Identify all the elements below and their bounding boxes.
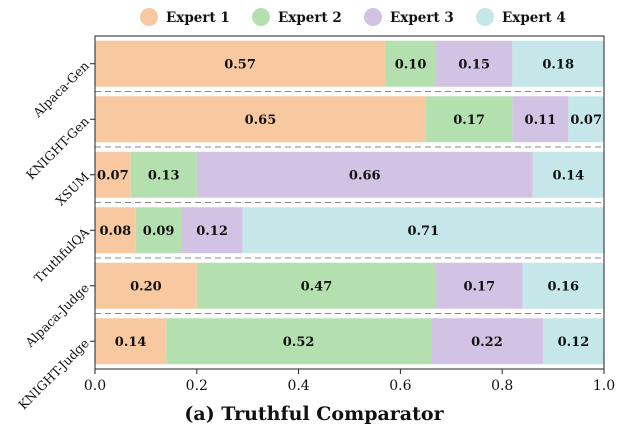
bar-value-label: 0.52	[283, 335, 315, 350]
legend-swatch	[140, 8, 158, 26]
bar-value-label: 0.11	[525, 113, 557, 128]
bar-value-label: 0.09	[143, 224, 175, 239]
bar-alpaca-judge-expert-3	[436, 262, 523, 309]
bar-truthfulqa-expert-4	[242, 207, 605, 254]
legend-swatch	[476, 8, 494, 26]
bar-knight-judge-expert-1	[95, 318, 167, 365]
bar-truthfulqa-expert-1	[95, 207, 136, 254]
bar-knight-gen-expert-4	[568, 96, 604, 143]
y-tick-label: KNIGHT-Judge	[15, 336, 92, 413]
legend: Expert 1 Expert 2 Expert 3 Expert 4	[140, 8, 566, 26]
legend-swatch	[364, 8, 382, 26]
bar-xsum-expert-1	[95, 151, 131, 198]
bar-alpaca-gen-expert-3	[436, 40, 513, 87]
bar-value-label: 0.22	[471, 335, 503, 350]
bar-alpaca-judge-expert-2	[196, 262, 437, 309]
bar-value-label: 0.17	[463, 279, 495, 294]
bar-value-label: 0.66	[349, 168, 381, 183]
x-tick-label: 0.0	[84, 378, 106, 394]
bar-value-label: 0.57	[224, 57, 256, 72]
bar-truthfulqa-expert-2	[135, 207, 182, 254]
bar-truthfulqa-expert-3	[181, 207, 243, 254]
bar-alpaca-gen-expert-4	[512, 40, 604, 87]
x-tick-label: 1.0	[593, 378, 615, 394]
bar-value-label: 0.12	[196, 224, 228, 239]
bar-xsum-expert-4	[532, 151, 604, 198]
chart-caption: (a) Truthful Comparator	[184, 403, 444, 425]
bar-knight-gen-expert-3	[512, 96, 569, 143]
bar-value-label: 0.17	[453, 113, 485, 128]
bar-value-label: 0.13	[148, 168, 180, 183]
bar-knight-judge-expert-3	[430, 318, 543, 365]
bar-value-label: 0.14	[115, 335, 147, 350]
y-tick-label: TruthfulQA	[31, 224, 93, 286]
bar-value-label: 0.16	[547, 279, 579, 294]
bar-xsum-expert-3	[196, 151, 533, 198]
bar-knight-gen-expert-1	[95, 96, 426, 143]
x-tick-label: 0.2	[186, 378, 208, 394]
bar-value-label: 0.18	[542, 57, 574, 72]
row-separators	[95, 91, 604, 314]
legend-swatch	[252, 8, 270, 26]
bar-alpaca-judge-expert-1	[95, 262, 197, 309]
bar-alpaca-judge-expert-4	[522, 262, 604, 309]
bar-value-label: 0.14	[553, 168, 585, 183]
bar-xsum-expert-2	[130, 151, 197, 198]
bar-knight-gen-expert-2	[425, 96, 513, 143]
bar-value-label: 0.71	[407, 224, 439, 239]
bar-value-label: 0.65	[245, 113, 277, 128]
bar-alpaca-gen-expert-2	[385, 40, 437, 87]
bar-value-label: 0.12	[558, 335, 590, 350]
bar-value-label: 0.47	[301, 279, 333, 294]
y-axis: Alpaca-GenKNIGHT-GenXSUMTruthfulQAAlpaca…	[15, 58, 95, 412]
bar-value-label: 0.07	[97, 168, 129, 183]
bars	[95, 40, 605, 365]
x-tick-label: 0.4	[287, 378, 309, 394]
bar-knight-judge-expert-2	[166, 318, 431, 365]
x-axis: 0.0 0.2 0.4 0.6 0.8 1.0	[84, 369, 615, 394]
x-tick-label: 0.6	[389, 378, 411, 394]
bar-value-label: 0.20	[130, 279, 162, 294]
bar-knight-judge-expert-4	[542, 318, 604, 365]
bar-value-label: 0.08	[100, 224, 132, 239]
bar-value-label: 0.07	[570, 113, 602, 128]
legend-label: Expert 3	[390, 10, 454, 26]
bar-alpaca-gen-expert-1	[95, 40, 386, 87]
bar-value-label: 0.10	[395, 57, 427, 72]
x-tick-label: 0.8	[491, 378, 513, 394]
legend-label: Expert 2	[278, 10, 342, 26]
legend-label: Expert 4	[502, 10, 566, 26]
plot-frame	[94, 35, 605, 370]
bar-labels: 0.57 0.10 0.15 0.18 0.65 0.17 0.11 0.07 0.07 0.13…	[97, 57, 602, 350]
bar-value-label: 0.15	[458, 57, 490, 72]
y-tick-label: XSUM	[52, 169, 92, 209]
legend-label: Expert 1	[166, 10, 230, 26]
y-tick-label: Alpaca-Gen	[29, 58, 92, 121]
